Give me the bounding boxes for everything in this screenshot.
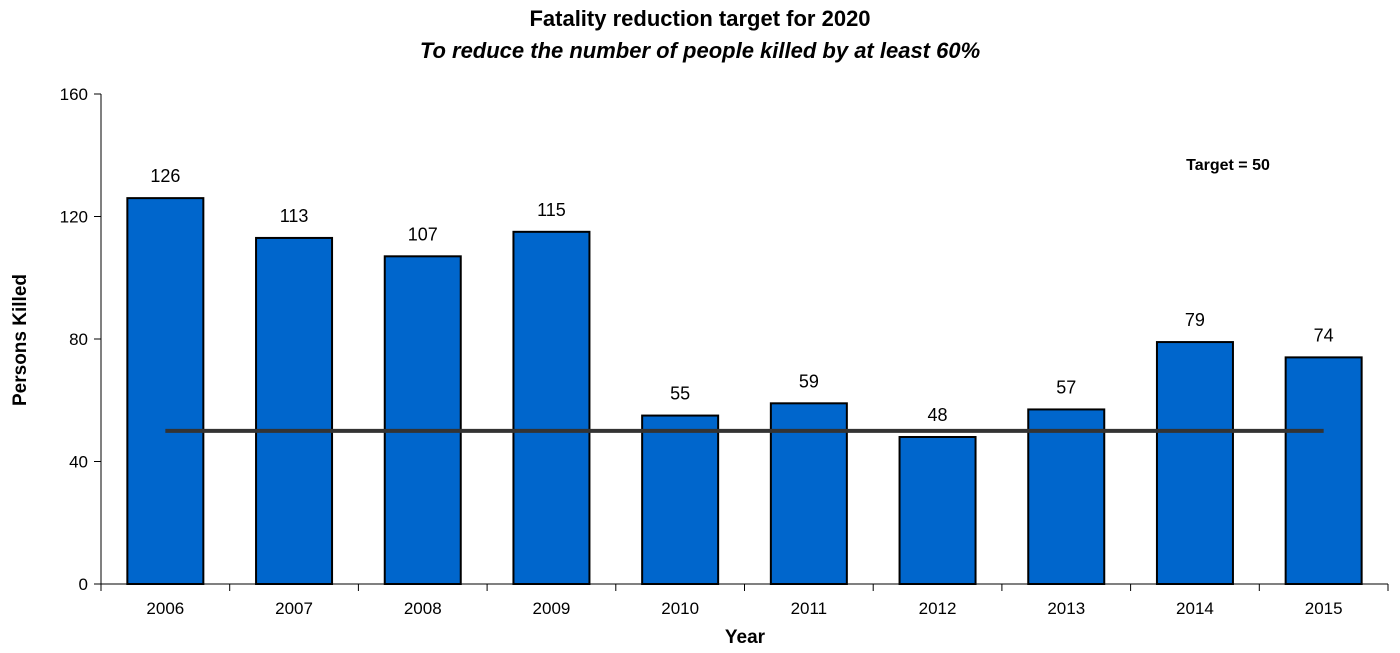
x-tick-label-2009: 2009 [533,599,571,618]
y-tick-label-0: 0 [79,575,88,594]
data-label-2012: 48 [928,405,948,425]
bar-2010 [641,414,720,585]
y-tick-label-80: 80 [69,330,88,349]
x-tick-label-2010: 2010 [661,599,699,618]
bar-2009 [512,230,591,585]
data-label-2007: 113 [280,206,309,226]
chart-subtitle: To reduce the number of people killed by… [420,38,980,63]
x-tick-label-2013: 2013 [1047,599,1085,618]
chart-title: Fatality reduction target for 2020 [529,6,870,31]
bar-2012 [898,436,977,585]
x-tick-label-2015: 2015 [1305,599,1343,618]
x-axis-title: Year [725,627,766,648]
x-tick-label-2011: 2011 [791,599,828,618]
x-tick-label-2006: 2006 [146,599,184,618]
bar-2013 [1027,408,1106,585]
plot-area: 126 2006 113 2007 107 2008 115 2009 55 2010 59 2011… [60,85,1389,618]
x-tick-label-2008: 2008 [404,599,442,618]
data-label-2013: 57 [1056,377,1076,397]
target-label: Target = 50 [1186,157,1270,174]
y-tick-label-40: 40 [69,453,88,472]
data-label-2006: 126 [150,166,180,186]
bar-2014 [1155,341,1234,585]
bar-2011 [769,402,848,585]
x-tick-label-2007: 2007 [275,599,313,618]
y-axis-title: Persons Killed [10,274,31,406]
y-tick-label-120: 120 [60,208,88,227]
bar-2015 [1284,356,1363,585]
data-label-2011: 59 [799,371,819,391]
bar-2007 [255,236,334,585]
y-tick-label-160: 160 [60,85,88,104]
bar-2008 [383,255,462,585]
data-label-2014: 79 [1185,310,1205,330]
data-label-2008: 107 [408,224,438,244]
data-label-2009: 115 [537,200,566,220]
data-label-2015: 74 [1314,325,1334,345]
bar-2006 [126,197,205,585]
x-tick-label-2014: 2014 [1176,599,1214,618]
x-tick-label-2012: 2012 [919,599,957,618]
data-label-2010: 55 [670,384,690,404]
